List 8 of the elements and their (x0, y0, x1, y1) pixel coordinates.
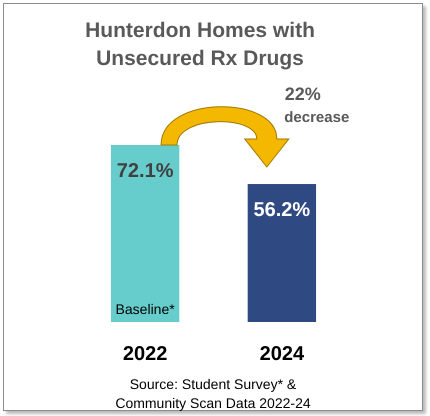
x-tick-label: 2024 (260, 343, 305, 366)
annotation: Baseline* (116, 301, 176, 317)
data-label: 72.1% (116, 160, 174, 182)
data-label: 56.2% (254, 199, 310, 222)
text: 22% decrease (284, 84, 350, 126)
x-tick-label: 2022 (122, 343, 168, 366)
chart-title: Hunterdon Homes with Unsecured Rx Drugs (85, 19, 315, 70)
source-note: Source: Student Survey* & Community Scan Data 2022-24 (115, 376, 311, 411)
